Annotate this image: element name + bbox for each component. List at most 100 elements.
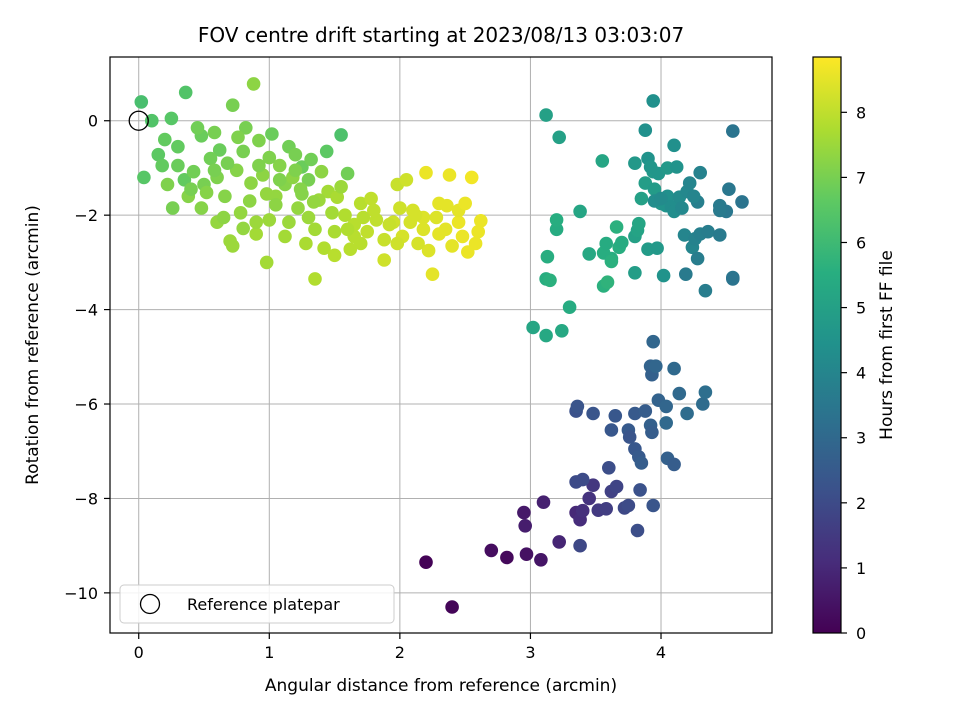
- data-point: [419, 165, 433, 180]
- data-point: [246, 77, 261, 91]
- colorbar: 0 1 2 3 4 5 6 7 8 Hours from first FF file: [812, 56, 897, 643]
- data-point: [656, 268, 671, 283]
- data-point: [604, 423, 619, 437]
- data-point: [364, 191, 378, 206]
- y-tick-label: −2: [74, 206, 98, 225]
- data-point: [649, 359, 663, 374]
- data-point: [171, 139, 185, 154]
- data-point: [464, 170, 479, 185]
- data-point: [299, 236, 313, 251]
- data-point: [599, 502, 613, 516]
- data-point: [735, 195, 749, 209]
- data-point: [722, 182, 736, 196]
- data-point: [377, 253, 392, 267]
- data-point: [552, 130, 566, 145]
- data-point: [225, 98, 240, 112]
- data-point: [672, 386, 687, 401]
- data-point: [645, 425, 659, 440]
- data-point: [654, 191, 668, 206]
- data-point: [158, 132, 172, 147]
- data-point: [442, 168, 457, 182]
- data-point: [186, 164, 201, 179]
- data-point: [686, 189, 701, 204]
- colorbar-ticks: 0 1 2 3 4 5 6 7 8: [841, 103, 866, 643]
- data-point: [231, 130, 245, 145]
- data-point: [549, 222, 564, 237]
- data-point: [233, 206, 248, 220]
- data-point: [633, 483, 647, 497]
- colorbar-tick-label: 0: [856, 624, 866, 643]
- data-point: [582, 491, 596, 506]
- data-point: [484, 543, 499, 558]
- data-point: [155, 158, 169, 173]
- data-point: [539, 108, 553, 122]
- axis-ticks: 0 1 2 3 4 0 −2 −4 −6 −8 −10: [64, 112, 666, 662]
- data-point: [600, 275, 615, 290]
- data-point: [667, 361, 681, 376]
- data-point: [455, 229, 470, 244]
- data-point: [203, 151, 218, 166]
- legend-marker-reference: [139, 593, 161, 615]
- data-point: [609, 220, 624, 234]
- data-point: [468, 236, 483, 251]
- data-point: [634, 456, 649, 470]
- data-point: [252, 158, 266, 173]
- data-point: [199, 185, 214, 200]
- data-point: [698, 283, 713, 298]
- data-point: [282, 215, 296, 229]
- plot-frame: [109, 56, 773, 634]
- x-tick-label: 3: [525, 643, 535, 662]
- data-point: [249, 215, 263, 229]
- data-point: [229, 163, 244, 178]
- data-point: [628, 266, 642, 280]
- data-point: [408, 208, 423, 222]
- data-point: [382, 217, 397, 232]
- data-point: [314, 164, 329, 179]
- data-point: [682, 176, 697, 190]
- data-point: [693, 165, 707, 180]
- data-point: [259, 187, 274, 201]
- data-point: [562, 300, 577, 315]
- data-point: [288, 163, 303, 178]
- colorbar-tick-label: 5: [856, 299, 866, 318]
- data-point: [680, 406, 694, 421]
- data-point: [160, 177, 175, 192]
- data-point: [225, 239, 240, 253]
- data-point: [643, 160, 658, 174]
- data-point: [438, 222, 453, 237]
- data-point: [659, 416, 673, 430]
- data-point: [646, 334, 660, 349]
- y-axis-label: Rotation from reference (arcmin): [23, 205, 43, 485]
- data-point: [212, 143, 227, 157]
- data-point: [421, 243, 436, 258]
- data-point: [659, 399, 673, 414]
- data-point: [628, 156, 642, 170]
- data-point: [207, 163, 222, 178]
- data-point: [419, 555, 433, 569]
- data-point: [360, 224, 375, 239]
- data-point: [416, 222, 431, 237]
- colorbar-tick-label: 1: [856, 559, 866, 578]
- data-point: [726, 272, 740, 286]
- data-point: [338, 208, 352, 222]
- data-point: [595, 154, 610, 168]
- data-point: [137, 170, 151, 185]
- data-point: [458, 196, 473, 211]
- data-point: [319, 144, 334, 159]
- data-point: [650, 241, 664, 255]
- data-point: [669, 160, 684, 174]
- data-point: [262, 150, 277, 165]
- data-point: [220, 156, 235, 170]
- data-point: [429, 210, 444, 225]
- data-point: [244, 176, 258, 190]
- data-point: [549, 213, 564, 227]
- colorbar-tick-label: 4: [856, 364, 866, 383]
- data-point: [306, 195, 321, 209]
- legend-box: [119, 584, 395, 624]
- data-point: [608, 409, 623, 423]
- data-point: [317, 241, 331, 255]
- x-axis-label: Angular distance from reference (arcmin): [265, 676, 617, 696]
- data-point: [425, 267, 440, 282]
- data-point: [667, 138, 681, 153]
